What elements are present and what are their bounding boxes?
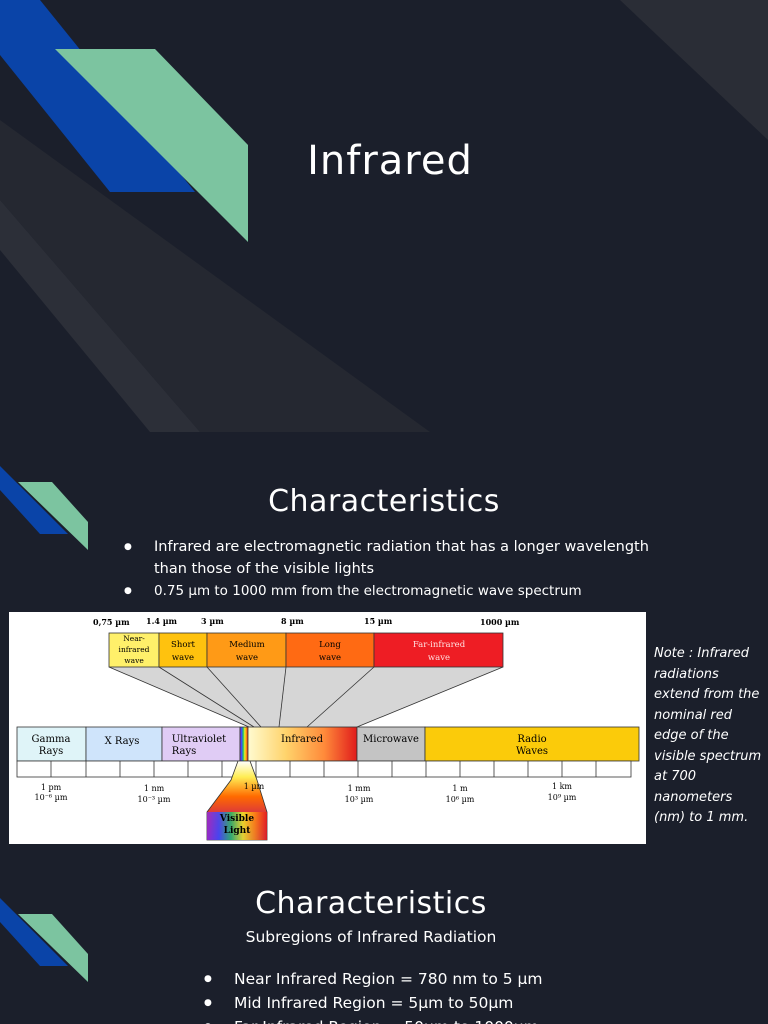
band-label: Rays bbox=[172, 746, 197, 757]
bottom-scale-label: 10³ µm bbox=[345, 795, 374, 804]
gamma-rays-band bbox=[16, 726, 87, 762]
slide-title: Infrared bbox=[307, 138, 473, 184]
bullet-item: Infrared are electromagnetic radiation t… bbox=[124, 536, 664, 580]
bottom-scale-label: 10⁻⁶ µm bbox=[35, 793, 68, 802]
visible-light-spectrum bbox=[207, 812, 267, 840]
characteristics-slide: Characteristics Infrared are electromagn… bbox=[0, 432, 768, 864]
expansion-funnel bbox=[109, 667, 503, 727]
band-label: Medium bbox=[229, 640, 264, 650]
band-label: wave bbox=[236, 653, 258, 663]
blue-stripe bbox=[0, 466, 68, 534]
band-label: Waves bbox=[516, 746, 548, 757]
bottom-scale-label: 1 nm bbox=[144, 784, 165, 793]
visible-band bbox=[239, 726, 249, 762]
bottom-scale-label: 1 pm bbox=[41, 783, 62, 792]
radio-waves-band bbox=[424, 726, 640, 762]
band-label: wave bbox=[319, 653, 341, 663]
bullet-item: Near Infrared Region = 780 nm to 5 µm bbox=[204, 967, 644, 991]
blue-stripe bbox=[0, 898, 68, 966]
bottom-scale-label: 10⁶ µm bbox=[446, 795, 475, 804]
bottom-scale-label: 1 mm bbox=[348, 784, 371, 793]
band-label: X Rays bbox=[105, 736, 140, 747]
band-label: Infrared bbox=[281, 734, 324, 745]
band-label: Short bbox=[171, 640, 195, 650]
title-slide-decoration bbox=[0, 0, 768, 432]
visible-light-label: Light bbox=[224, 826, 252, 836]
bullet-list: Near Infrared Region = 780 nm to 5 µm Mi… bbox=[204, 967, 644, 1024]
corner-stripe bbox=[620, 0, 768, 140]
microwave-band bbox=[356, 726, 426, 762]
green-stripe bbox=[55, 49, 248, 242]
subregions-slide: Characteristics Subregions of Infrared R… bbox=[0, 864, 768, 1024]
top-scale-label: 1.4 µm bbox=[146, 616, 178, 626]
band-label: Far-infrared bbox=[413, 640, 466, 650]
dark-stripe-2 bbox=[0, 200, 200, 432]
spectrum-diagram: 0,75 µm 1.4 µm 3 µm 8 µm 15 µm 1000 µm bbox=[9, 612, 646, 844]
top-scale-label: 3 µm bbox=[201, 616, 224, 626]
near-infrared-band bbox=[108, 632, 160, 668]
bottom-scale-label: 1 µm bbox=[244, 782, 265, 791]
slide-heading: Characteristics bbox=[255, 886, 487, 921]
slide-heading: Characteristics bbox=[268, 484, 500, 519]
band-label: infrared bbox=[119, 645, 150, 654]
band-label: wave bbox=[172, 653, 194, 663]
band-label: Gamma bbox=[32, 734, 71, 745]
band-label: Near- bbox=[123, 634, 145, 643]
slide-decoration bbox=[0, 898, 88, 982]
slide-decoration bbox=[0, 466, 88, 550]
band-label: Rays bbox=[39, 746, 64, 757]
x-rays-band bbox=[85, 726, 163, 762]
top-scale-label: 0,75 µm bbox=[93, 617, 130, 627]
band-label: Microwave bbox=[363, 734, 419, 745]
blue-stripe bbox=[0, 0, 195, 192]
visible-light-label: Visible bbox=[219, 814, 254, 824]
green-stripe bbox=[18, 482, 88, 550]
band-label: Ultraviolet bbox=[172, 734, 226, 745]
bottom-scale-label: 1 km bbox=[552, 782, 572, 791]
band-label: Long bbox=[319, 640, 341, 650]
top-scale-label: 15 µm bbox=[364, 616, 393, 626]
slide-subheading: Subregions of Infrared Radiation bbox=[245, 928, 497, 946]
band-label: wave bbox=[428, 653, 450, 663]
band-label: wave bbox=[124, 656, 144, 665]
bullet-list: Infrared are electromagnetic radiation t… bbox=[124, 536, 664, 602]
bullet-item: Mid Infrared Region = 5µm to 50µm bbox=[204, 991, 644, 1015]
spectrum-note: Note : Infrared radiations extend from t… bbox=[654, 646, 762, 825]
bottom-scale-label: 10⁹ µm bbox=[548, 793, 577, 802]
bullet-item: 0.75 µm to 1000 mm from the electromagne… bbox=[124, 580, 664, 602]
far-infrared-band bbox=[373, 632, 504, 668]
green-stripe bbox=[18, 914, 88, 982]
dark-stripe-1 bbox=[0, 120, 430, 432]
band-label: Radio bbox=[517, 734, 546, 745]
top-scale-label: 8 µm bbox=[281, 616, 304, 626]
bottom-scale-label: 1 m bbox=[452, 784, 468, 793]
title-slide: Infrared bbox=[0, 0, 768, 432]
top-scale-label: 1000 µm bbox=[480, 617, 520, 627]
bottom-scale-label: 10⁻³ µm bbox=[138, 795, 171, 804]
scale-ruler bbox=[16, 760, 632, 778]
